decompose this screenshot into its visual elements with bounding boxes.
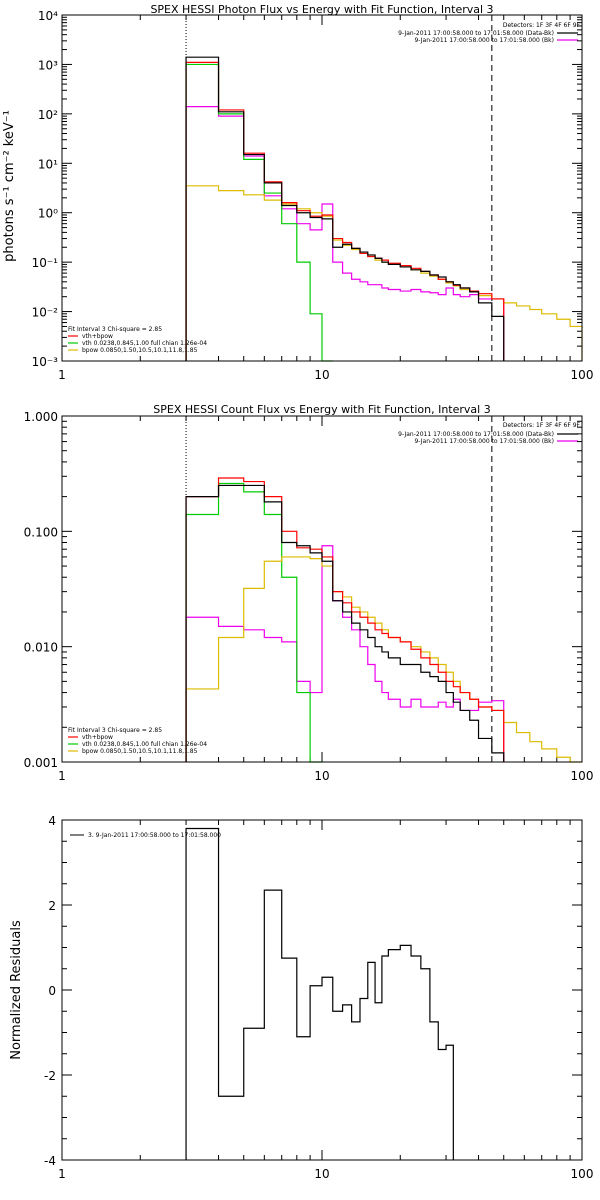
residuals-ytick-label: 4 [48,814,56,828]
count-fit-legend-entry: vth+bpow [82,734,113,741]
residuals-ytick-label: -2 [44,1069,56,1083]
count-xtick-label: 100 [571,769,594,783]
photon-ytick-label: 10³ [38,58,58,72]
residuals-plot-frame [61,819,583,1161]
count-series-total [185,477,505,762]
photon-legend-right: 9-Jan-2011 17:00:58.000 to 17:01:58.000 … [398,30,578,44]
photon-legend-entry: 9-Jan-2011 17:00:58.000 to 17:01:58.000 … [414,37,554,44]
count-plot-frame [61,415,583,763]
photon-series-total [185,61,505,361]
photon-ytick-label: 10⁻³ [32,355,59,369]
photon-legend-entry: 9-Jan-2011 17:00:58.000 to 17:01:58.000 … [398,30,554,37]
photon-panel: SPEX HESSI Photon Flux vs Energy with Fi… [2,3,593,382]
count-fit-legend-entry: vth 0.0238,0.845,1.00 full chian 1.26e-0… [82,741,207,748]
photon-series-bk [185,106,505,361]
count-ytick-label: 0.001 [24,756,58,770]
count-series-data [185,484,505,762]
photon-xtick-label: 100 [571,368,594,382]
count-legend-entry: 9-Jan-2011 17:00:58.000 to 17:01:58.000 … [414,438,554,445]
count-series [185,416,582,763]
photon-xtick-label: 10 [314,368,329,382]
residuals-series [185,827,454,1160]
count-ytick-label: 0.010 [24,641,58,655]
residuals-legend: 3. 9-Jan-2011 17:00:58.000 to 17:01:58.0… [88,832,221,839]
photon-fit-legend-entry: bpow 0.0850,1.50,10.5,10.1,11.8,1.85 [82,347,198,354]
residuals-ytick-label: -4 [44,1154,56,1168]
count-series-bpow [185,556,582,763]
count-series-bk [185,545,505,762]
count-fit-legend-entry: bpow 0.0850,1.50,10.5,10.1,11.8,1.85 [82,748,198,755]
residuals-ylabel: Normalized Residuals [9,920,24,1060]
count-detectors: Detectors: 1F 3F 4F 6F 9F [503,422,581,429]
photon-series-data [185,56,505,361]
photon-fit-legend-entry: vth 0.0238,0.845,1.00 full chian 1.26e-0… [82,340,207,347]
count-legend-left: Fit Interval 3 Chi-square = 2.85vth+bpow… [68,727,207,755]
residuals-ytick-label: 0 [48,984,56,998]
residuals-panel: Normalized Residuals 3. 9-Jan-2011 17:00… [9,814,593,1181]
photon-legend-left: Fit Interval 3 Chi-square = 2.85vth+bpow… [68,326,207,354]
residuals-xtick-label: 1 [58,1167,66,1181]
count-ticks: 1 10 100 0.001 0.010 0.100 1.000 [24,410,594,783]
count-legend-right: 9-Jan-2011 17:00:58.000 to 17:01:58.000 … [398,431,578,445]
count-fit-legend-entry: Fit Interval 3 Chi-square = 2.85 [68,727,162,734]
count-xtick-label: 10 [314,769,329,783]
photon-title: SPEX HESSI Photon Flux vs Energy with Fi… [150,3,493,16]
residuals-xtick-label: 10 [314,1167,329,1181]
count-series-vth [185,482,322,763]
photon-plot-frame [61,14,583,362]
photon-fit-legend-entry: vth+bpow [82,333,113,340]
count-ytick-label: 0.100 [24,525,58,539]
photon-series-bpow [185,185,583,361]
photon-ytick-label: 10⁻¹ [32,256,59,270]
count-panel: SPEX HESSI Count Flux vs Energy with Fit… [24,403,594,783]
residuals-xtick-label: 100 [571,1167,594,1181]
residuals-ticks: 1 10 100 -4 -2 0 2 4 [44,814,593,1181]
photon-ticks: 1 10 100 10⁻³ 10⁻² 10⁻¹ 10⁰ 10¹ 10² 10³ 10⁴ [32,9,594,382]
residuals-series [185,827,454,1160]
photon-detectors: Detectors: 1F 3F 4F 6F 9F [503,22,581,29]
photon-xtick-label: 1 [58,368,66,382]
photon-ytick-label: 10¹ [38,157,58,171]
photon-ytick-label: 10² [38,108,58,122]
photon-series [185,15,583,362]
photon-ytick-label: 10⁰ [38,207,58,221]
photon-ytick-label: 10⁴ [38,9,58,23]
photon-fit-legend-entry: Fit Interval 3 Chi-square = 2.85 [68,326,162,333]
count-ytick-label: 1.000 [24,410,58,424]
count-title: SPEX HESSI Count Flux vs Energy with Fit… [153,403,490,416]
count-legend-entry: 9-Jan-2011 17:00:58.000 to 17:01:58.000 … [398,431,554,438]
photon-ytick-label: 10⁻² [32,306,59,320]
residuals-ytick-label: 2 [48,899,56,913]
count-xtick-label: 1 [58,769,66,783]
photon-ylabel: photons s⁻¹ cm⁻² keV⁻¹ [2,110,17,262]
